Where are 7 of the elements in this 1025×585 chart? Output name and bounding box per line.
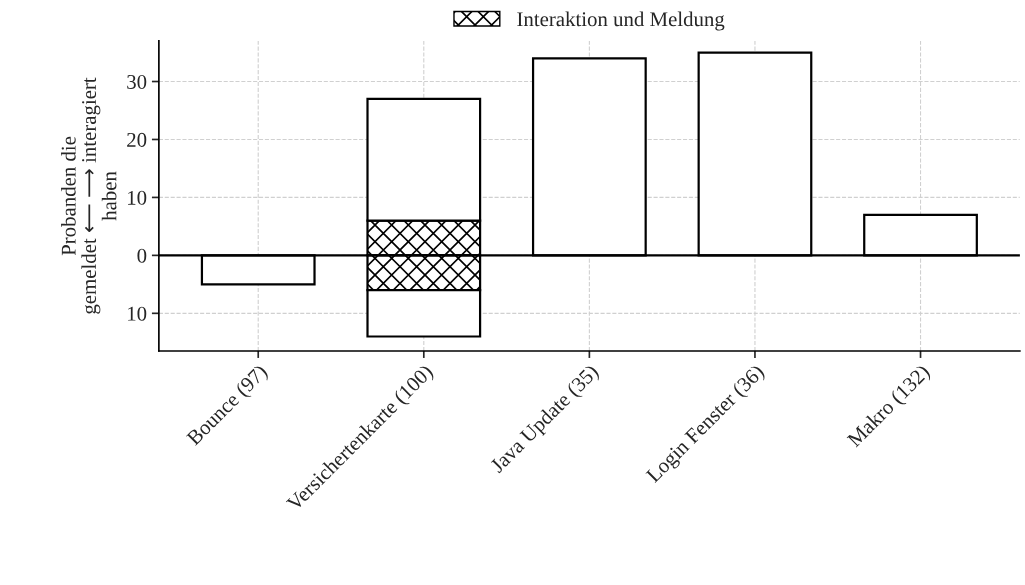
y-tick-label: 0 <box>137 248 147 263</box>
y-tick-label: 30 <box>127 74 147 89</box>
y-tick-label: 20 <box>127 132 147 147</box>
y-tick-label: 10 <box>128 190 147 205</box>
y-axis-title: Probanden die gemeldet ⟵ ⟶ interagiert haben <box>61 77 117 314</box>
y-tick-label: 10 <box>128 306 147 321</box>
legend-label: Interaktion und Meldung <box>517 11 725 31</box>
